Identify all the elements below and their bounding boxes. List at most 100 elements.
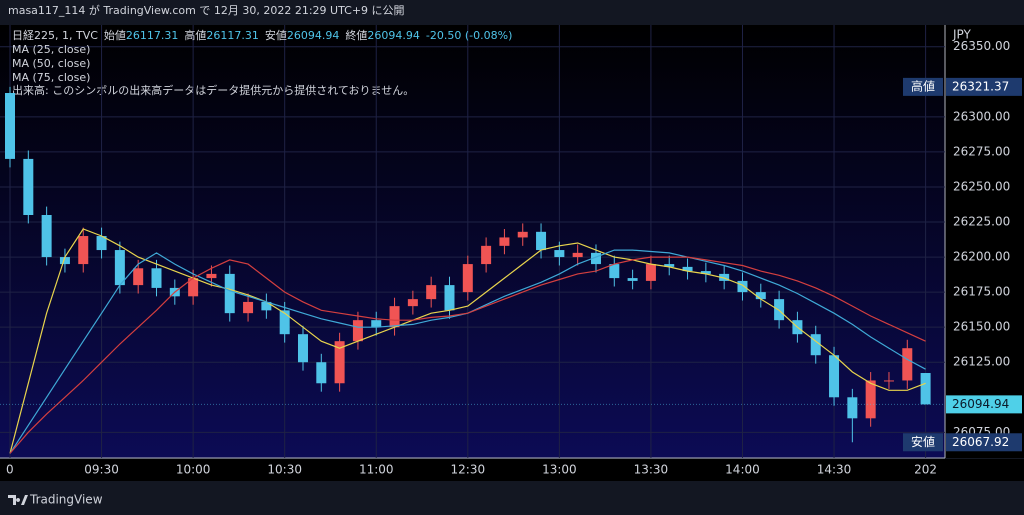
legend-high-label: 高値 — [184, 28, 206, 42]
badge-label: 安値 — [911, 434, 935, 449]
candle-body — [536, 231, 547, 251]
y-tick-label: 26125.00 — [953, 355, 1010, 369]
y-tick-label: 26300.00 — [953, 109, 1010, 123]
price-badge — [946, 433, 1022, 452]
candle-body — [609, 264, 620, 279]
x-tick-label: 0 — [6, 463, 14, 477]
y-tick-label: 26275.00 — [953, 144, 1010, 158]
candle-body — [554, 250, 565, 258]
price-badge-text: 26067.92 — [952, 435, 1009, 449]
candle-body — [224, 273, 235, 314]
x-tick-label: 13:00 — [542, 463, 577, 477]
y-tick-label: 26200.00 — [953, 250, 1010, 264]
candle-body — [517, 231, 528, 238]
candle-body — [847, 397, 858, 419]
legend-low-label: 安値 — [265, 28, 287, 42]
legend-low: 26094.94 — [287, 29, 340, 42]
volume-note: 出来高: このシンボルの出来高データはデータ提供元から提供されておりません。 — [12, 83, 414, 97]
footer-brand: TradingView — [29, 493, 103, 507]
legend-change: -20.50 (-0.08%) — [426, 29, 512, 42]
price-badge — [946, 77, 1022, 96]
badge-label: 高値 — [911, 78, 935, 93]
candle-body — [590, 252, 601, 265]
x-tick-label: 12:30 — [451, 463, 486, 477]
candle-body — [206, 273, 217, 279]
candle-body — [426, 285, 437, 300]
candle-body — [499, 237, 510, 246]
y-tick-label: 26350.00 — [953, 39, 1010, 53]
y-tick-label: 26175.00 — [953, 285, 1010, 299]
candle-body — [664, 264, 675, 267]
currency: JPY — [952, 28, 972, 42]
candle-body — [279, 310, 290, 335]
candle-body — [297, 334, 308, 363]
candle-body — [96, 236, 107, 251]
candle-body — [462, 264, 473, 293]
candle-body — [5, 93, 15, 159]
legend-entry: MA (75, close) — [12, 71, 90, 84]
candle-body — [23, 158, 34, 215]
published-line: masa117_114 が TradingView.com で 12月 30, … — [8, 3, 405, 17]
badge-label-box — [903, 77, 943, 96]
price-badge-text: 26094.94 — [952, 397, 1009, 411]
candle-body — [316, 362, 327, 384]
legend-close: 26094.94 — [367, 29, 420, 42]
x-tick-label: 14:30 — [817, 463, 852, 477]
legend-close-label: 終値 — [345, 28, 367, 42]
legend-entry: MA (25, close) — [12, 43, 90, 56]
y-tick-label: 26225.00 — [953, 215, 1010, 229]
candle-body — [883, 380, 894, 382]
logo — [8, 495, 28, 505]
candle-body — [78, 236, 89, 265]
price-badge — [946, 395, 1022, 414]
candle-body — [151, 268, 162, 288]
y-tick-label: 26150.00 — [953, 320, 1010, 334]
candle-body — [407, 299, 418, 307]
candle-body — [737, 280, 748, 293]
candle-body — [810, 334, 821, 356]
candle-body — [188, 278, 199, 297]
legend-high: 26117.31 — [206, 29, 259, 42]
legend-open-label: 始値 — [104, 28, 126, 42]
candle-body — [481, 245, 492, 265]
candle-body — [389, 306, 400, 328]
candle-body — [682, 266, 693, 272]
candle-body — [645, 264, 656, 281]
time-axis — [0, 459, 1024, 481]
x-tick-label: 10:00 — [176, 463, 211, 477]
candle-body — [352, 320, 363, 342]
candle-body — [902, 348, 913, 381]
y-tick-label: 26250.00 — [953, 179, 1010, 193]
candle-body — [59, 257, 70, 265]
legend-entry: MA (50, close) — [12, 57, 90, 70]
candle-body — [334, 341, 345, 384]
candle-body — [243, 301, 254, 314]
legend-symbol: 日経225, 1, TVC — [12, 29, 98, 42]
plot — [5, 86, 931, 454]
candle-body — [920, 373, 931, 405]
candle-body — [572, 252, 583, 258]
x-tick-label: 14:00 — [725, 463, 760, 477]
candle-body — [829, 355, 840, 398]
candle-body — [444, 285, 455, 311]
candle-body — [261, 301, 272, 311]
plot-area — [0, 25, 945, 458]
candle-body — [627, 278, 638, 281]
candle-body — [371, 320, 382, 328]
candle-body — [114, 250, 125, 286]
badge-label-box — [903, 433, 943, 452]
legend-open: 26117.31 — [126, 29, 179, 42]
moving-average — [9, 256, 926, 454]
price-badge-text: 26321.37 — [952, 79, 1009, 93]
x-tick-label: 11:00 — [359, 463, 394, 477]
candle-body — [133, 268, 144, 286]
candle-body — [719, 273, 730, 281]
legend-line: 日経225, 1, TVC 始値26117.31 高値26117.31 安値26094… — [12, 28, 512, 42]
x-tick-label: 09:30 — [84, 463, 119, 477]
candle-body — [41, 214, 52, 258]
candle-body — [700, 271, 711, 274]
price-axis — [945, 25, 1024, 458]
x-tick-label: 202 — [914, 463, 937, 477]
x-tick-label: 13:30 — [634, 463, 669, 477]
